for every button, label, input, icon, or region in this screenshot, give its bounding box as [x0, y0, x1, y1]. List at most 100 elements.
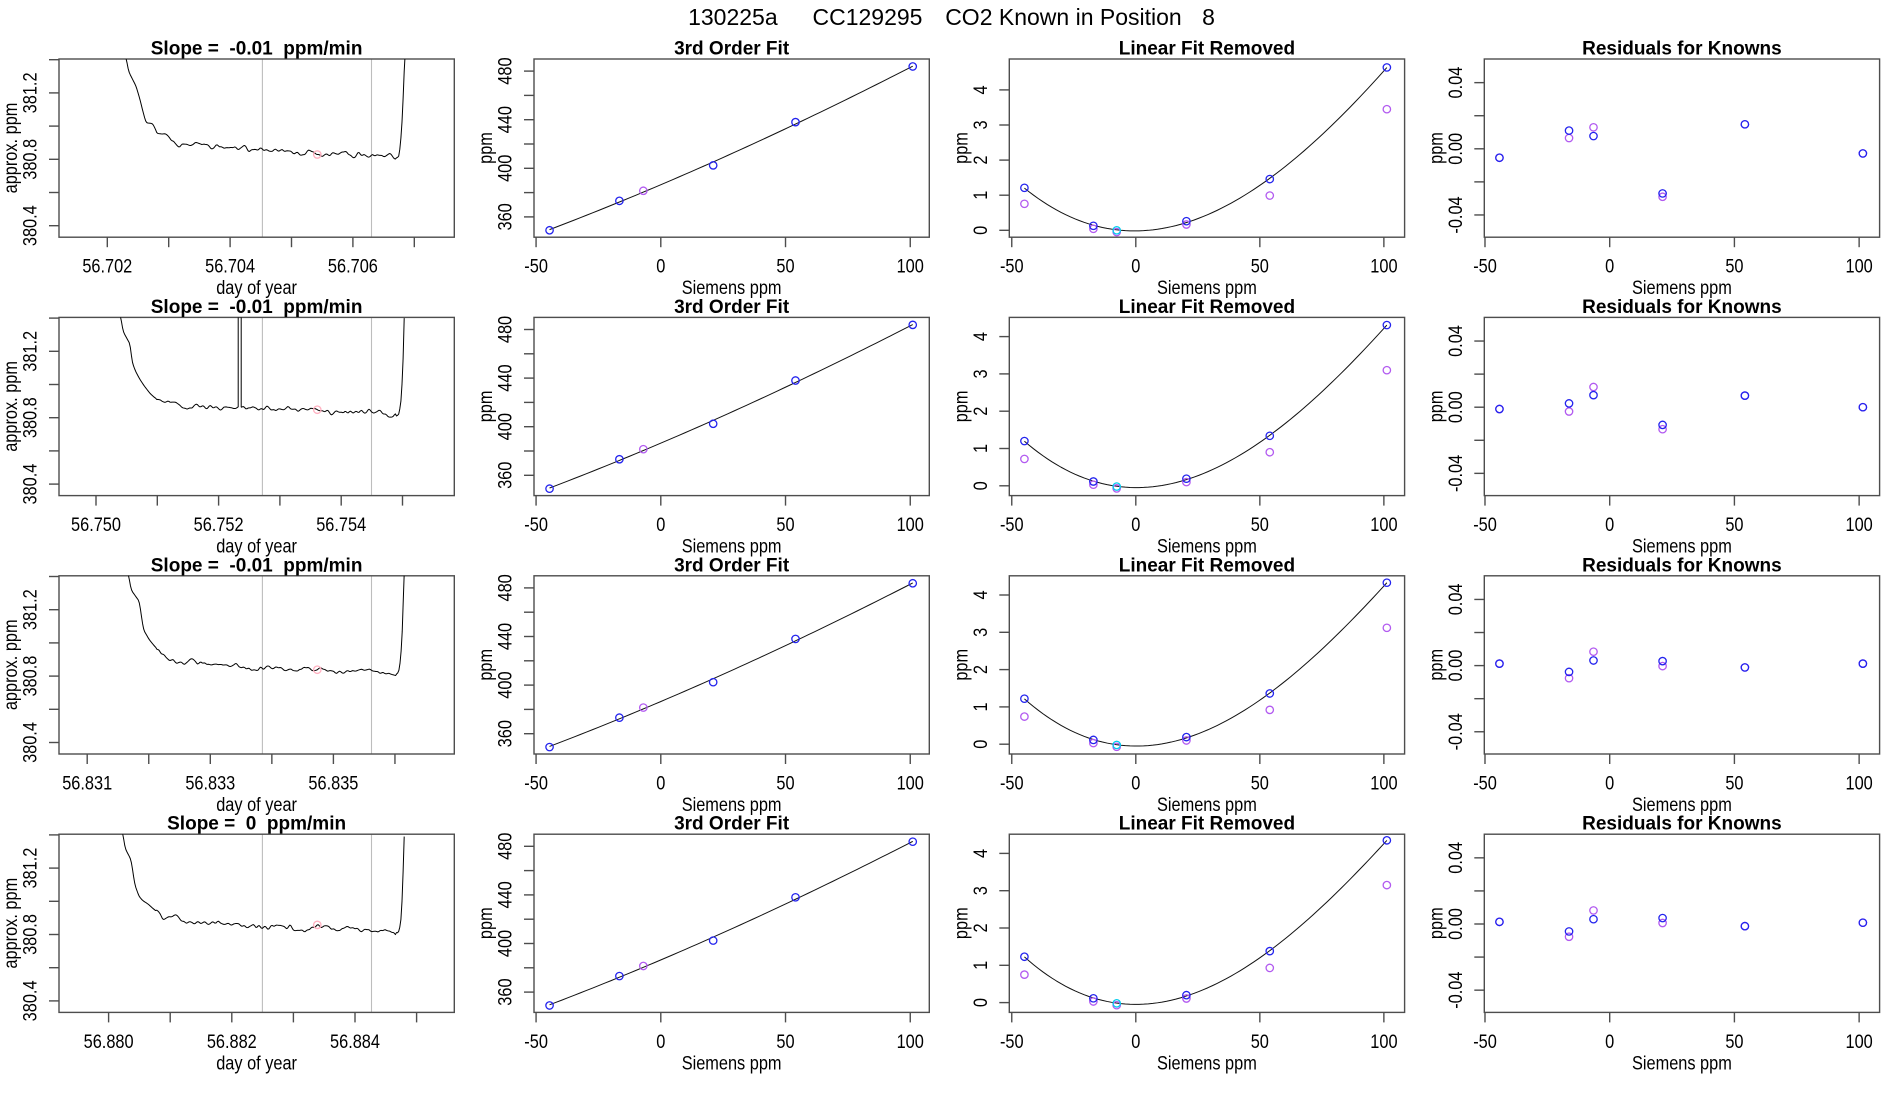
svg-text:0.00: 0.00	[1445, 650, 1466, 682]
svg-text:-50: -50	[1000, 256, 1024, 277]
svg-text:Slope = -0.01 ppm/min: Slope = -0.01 ppm/min	[151, 39, 363, 60]
svg-text:400: 400	[494, 413, 515, 440]
svg-text:0.00: 0.00	[1445, 908, 1466, 940]
svg-text:3: 3	[970, 120, 991, 129]
svg-text:Slope = -0.01 ppm/min: Slope = -0.01 ppm/min	[151, 555, 363, 576]
svg-text:3rd Order Fit: 3rd Order Fit	[674, 297, 790, 318]
svg-text:0: 0	[970, 226, 991, 235]
svg-text:0: 0	[656, 772, 665, 793]
svg-text:380.4: 380.4	[19, 722, 40, 763]
svg-text:360: 360	[494, 462, 515, 489]
svg-text:2: 2	[970, 665, 991, 674]
svg-text:56.835: 56.835	[308, 772, 358, 793]
svg-text:ppm: ppm	[475, 907, 496, 939]
svg-text:2: 2	[970, 156, 991, 165]
svg-text:0: 0	[1131, 256, 1140, 277]
svg-text:56.880: 56.880	[84, 1031, 134, 1052]
svg-text:0: 0	[970, 998, 991, 1007]
svg-text:ppm: ppm	[1425, 132, 1446, 164]
svg-text:0: 0	[656, 514, 665, 535]
svg-text:100: 100	[897, 1031, 924, 1052]
svg-text:Siemens ppm: Siemens ppm	[682, 794, 782, 815]
svg-text:-50: -50	[1473, 772, 1497, 793]
svg-text:56.882: 56.882	[207, 1031, 257, 1052]
svg-text:approx. ppm: approx. ppm	[0, 103, 21, 194]
svg-text:ppm: ppm	[1425, 907, 1446, 939]
svg-text:Linear Fit Removed: Linear Fit Removed	[1119, 814, 1295, 835]
svg-text:Siemens ppm: Siemens ppm	[682, 535, 782, 556]
svg-text:Slope = -0.01 ppm/min: Slope = -0.01 ppm/min	[151, 297, 363, 318]
svg-text:Siemens ppm: Siemens ppm	[1157, 277, 1257, 298]
svg-text:approx. ppm: approx. ppm	[0, 878, 21, 969]
svg-text:50: 50	[1251, 256, 1269, 277]
svg-text:4: 4	[970, 590, 991, 599]
svg-text:CO2 Known in Position: CO2 Known in Position	[945, 4, 1182, 30]
svg-text:50: 50	[776, 1031, 794, 1052]
svg-text:0: 0	[1131, 514, 1140, 535]
svg-text:100: 100	[1845, 514, 1872, 535]
svg-text:Siemens ppm: Siemens ppm	[1157, 794, 1257, 815]
svg-text:50: 50	[776, 514, 794, 535]
svg-text:50: 50	[1251, 1031, 1269, 1052]
svg-text:480: 480	[494, 316, 515, 343]
svg-text:0: 0	[1605, 1031, 1614, 1052]
svg-text:56.704: 56.704	[205, 256, 255, 277]
svg-text:2: 2	[970, 407, 991, 416]
svg-text:Slope = 0 ppm/min: Slope = 0 ppm/min	[167, 814, 346, 835]
svg-text:Residuals for Knowns: Residuals for Knowns	[1582, 297, 1782, 318]
svg-text:Siemens ppm: Siemens ppm	[1632, 535, 1732, 556]
svg-text:Siemens ppm: Siemens ppm	[1157, 535, 1257, 556]
svg-text:56.884: 56.884	[330, 1031, 380, 1052]
svg-text:100: 100	[1370, 1031, 1397, 1052]
svg-text:480: 480	[494, 57, 515, 84]
svg-text:-50: -50	[1473, 1031, 1497, 1052]
svg-text:381.2: 381.2	[19, 72, 40, 113]
svg-text:4: 4	[970, 849, 991, 858]
svg-text:-50: -50	[524, 256, 548, 277]
svg-text:380.4: 380.4	[19, 205, 40, 246]
svg-text:100: 100	[897, 256, 924, 277]
svg-text:Siemens ppm: Siemens ppm	[682, 1052, 782, 1073]
svg-text:380.8: 380.8	[19, 914, 40, 955]
svg-text:ppm: ppm	[475, 649, 496, 681]
svg-text:4: 4	[970, 332, 991, 341]
svg-text:3rd Order Fit: 3rd Order Fit	[674, 555, 790, 576]
svg-text:-0.04: -0.04	[1445, 455, 1466, 492]
svg-text:380.8: 380.8	[19, 656, 40, 697]
svg-text:380.8: 380.8	[19, 139, 40, 180]
svg-text:100: 100	[897, 514, 924, 535]
svg-text:Residuals for Knowns: Residuals for Knowns	[1582, 814, 1782, 835]
svg-text:50: 50	[1725, 256, 1743, 277]
svg-text:Siemens ppm: Siemens ppm	[682, 277, 782, 298]
svg-text:56.831: 56.831	[62, 772, 112, 793]
svg-text:Siemens ppm: Siemens ppm	[1632, 794, 1732, 815]
svg-text:100: 100	[1370, 772, 1397, 793]
svg-text:3: 3	[970, 628, 991, 637]
svg-text:56.750: 56.750	[71, 514, 121, 535]
svg-text:381.2: 381.2	[19, 331, 40, 372]
svg-text:400: 400	[494, 930, 515, 957]
svg-text:1: 1	[970, 191, 991, 200]
svg-text:approx. ppm: approx. ppm	[0, 619, 21, 710]
svg-text:day of year: day of year	[216, 1052, 297, 1073]
svg-text:56.833: 56.833	[185, 772, 235, 793]
svg-text:-50: -50	[1000, 1031, 1024, 1052]
svg-text:381.2: 381.2	[19, 589, 40, 630]
svg-text:Linear Fit Removed: Linear Fit Removed	[1119, 297, 1295, 318]
svg-text:0: 0	[1131, 1031, 1140, 1052]
svg-text:-50: -50	[1000, 514, 1024, 535]
svg-text:360: 360	[494, 720, 515, 747]
svg-text:100: 100	[897, 772, 924, 793]
svg-text:0: 0	[656, 1031, 665, 1052]
svg-text:day of year: day of year	[216, 794, 297, 815]
svg-text:50: 50	[1251, 514, 1269, 535]
svg-text:3rd Order Fit: 3rd Order Fit	[674, 39, 790, 60]
svg-text:8: 8	[1202, 4, 1215, 30]
svg-text:1: 1	[970, 702, 991, 711]
svg-text:1: 1	[970, 444, 991, 453]
svg-text:3rd Order Fit: 3rd Order Fit	[674, 814, 790, 835]
svg-text:-50: -50	[1000, 772, 1024, 793]
svg-text:0.00: 0.00	[1445, 133, 1466, 165]
svg-text:130225a: 130225a	[688, 4, 778, 30]
svg-text:50: 50	[1725, 514, 1743, 535]
